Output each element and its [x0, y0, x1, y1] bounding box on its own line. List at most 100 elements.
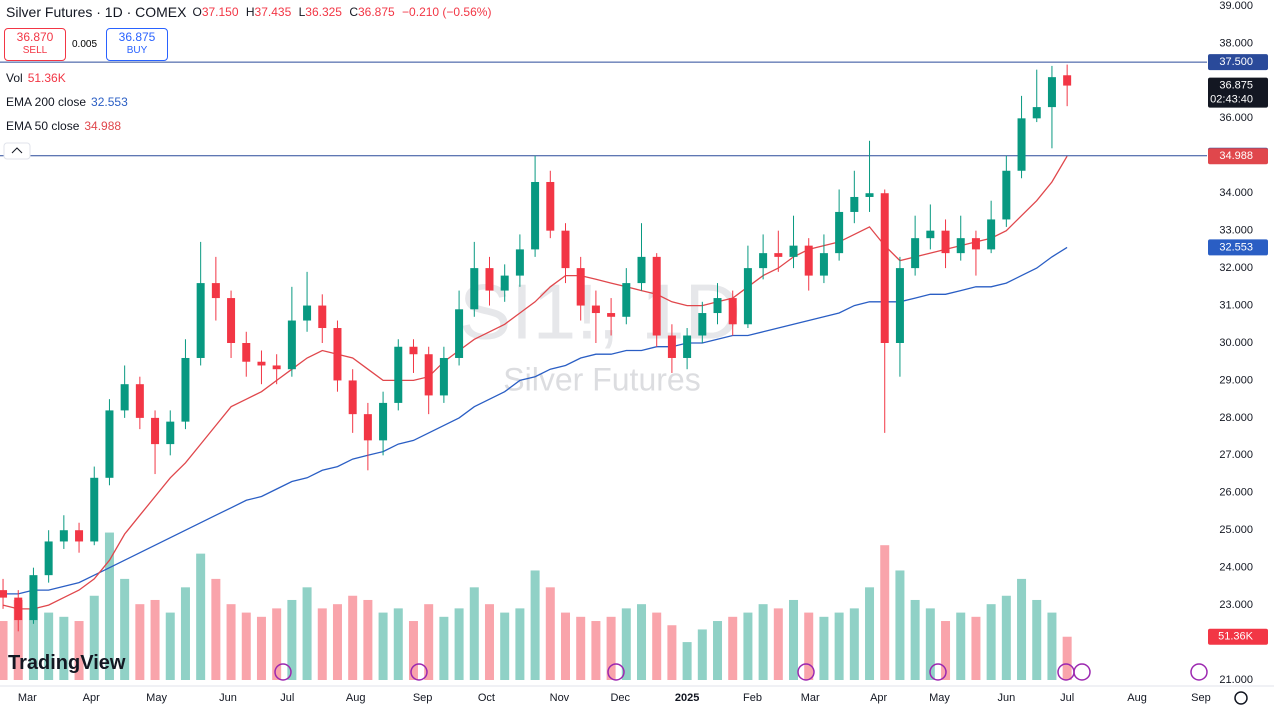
change: −0.210 (−0.56%) [402, 5, 492, 19]
legend-item: EMA 200 close 32.553 [6, 95, 128, 109]
volume-bar [637, 604, 647, 680]
logo: TradingView [8, 652, 126, 674]
volume-pane [0, 532, 1072, 680]
candle-body [29, 575, 38, 621]
volume-bar [120, 578, 130, 680]
event-icon[interactable] [274, 663, 292, 681]
volume-bar [13, 599, 23, 680]
ohlc-value: 36.875 [358, 5, 395, 19]
ema200-label: 32.553 [1219, 241, 1253, 253]
candle-body [591, 305, 600, 314]
ohlc-value: 36.325 [305, 5, 342, 19]
volume-bar [165, 612, 175, 680]
candle-body [880, 193, 889, 343]
volume-bar [1032, 599, 1042, 680]
legend-name: EMA 50 close [6, 119, 80, 133]
candle-body [546, 181, 555, 231]
x-tick-label: Aug [1127, 692, 1147, 704]
sell-button[interactable]: 36.870 SELL [4, 28, 66, 61]
volume-bar [0, 621, 8, 680]
ema-lines [0, 61, 1207, 610]
volume-bar [925, 608, 935, 680]
volume-bar [256, 616, 266, 680]
candle-body [515, 249, 524, 276]
volume-bar [393, 608, 403, 680]
volume-bar [758, 604, 768, 680]
x-tick-label: Apr [870, 692, 887, 704]
volume-bar [986, 604, 996, 680]
volume-bar [226, 604, 236, 680]
x-tick-label: Oct [478, 692, 495, 704]
volume-bar [89, 595, 99, 680]
volume-bar [819, 616, 829, 680]
event-icon[interactable] [410, 663, 428, 681]
candle-body [865, 193, 874, 197]
candle-body [683, 335, 692, 358]
candle-body [287, 320, 296, 370]
candle-body [819, 253, 828, 276]
candle-body [1032, 107, 1041, 119]
volume-bar [28, 608, 38, 680]
event-icons [274, 663, 1208, 681]
volume-bar [545, 587, 555, 680]
candle-body [713, 298, 722, 314]
ohlc-key: H [245, 5, 255, 19]
volume-bar [560, 612, 570, 680]
x-tick-label: May [146, 692, 167, 704]
event-icon[interactable] [797, 663, 815, 681]
ema200-label-box [1208, 239, 1268, 256]
buy-button[interactable]: 36.875 BUY [106, 28, 168, 61]
volume-bar [439, 616, 449, 680]
volume-bar [621, 608, 631, 680]
y-tick-label: 21.000 [1219, 674, 1253, 686]
sell-price: 36.870 [16, 30, 54, 44]
event-icon[interactable] [607, 663, 625, 681]
candles [0, 64, 1072, 632]
candle-body [166, 421, 175, 445]
ema-line [3, 246, 1068, 595]
volume-bar [515, 608, 525, 680]
event-icon[interactable] [929, 663, 947, 681]
candle-body [728, 298, 737, 325]
settings-icon[interactable] [1234, 691, 1248, 705]
candle-body [789, 245, 798, 257]
x-tick-label: Mar [801, 692, 820, 704]
volume-bar [849, 608, 859, 680]
volume-bar [941, 621, 951, 680]
volume-bar [697, 629, 707, 680]
candle-body [470, 268, 479, 310]
y-tick-label: 23.000 [1219, 599, 1253, 611]
symbol-title: Silver Futures · 1D · COMEX [6, 4, 187, 20]
candle-body [14, 597, 23, 621]
ema50-label: 34.988 [1219, 150, 1253, 162]
volume-bar [880, 545, 890, 680]
candle-body [485, 268, 494, 291]
candle-body [242, 343, 251, 362]
candle-body [895, 268, 904, 343]
volume-bar [652, 612, 662, 680]
candle-body [227, 298, 236, 343]
volume-bar [74, 621, 84, 680]
y-tick-label: 24.000 [1219, 562, 1253, 574]
candle-body [409, 346, 418, 355]
volume-bar [332, 604, 342, 680]
volume-bar [865, 587, 875, 680]
volume-bar [287, 599, 297, 680]
legend-value: 34.988 [84, 119, 122, 133]
volume-bar [59, 616, 69, 680]
candle-body [804, 245, 813, 276]
volume-bar [196, 553, 206, 680]
volume-bar [606, 616, 616, 680]
candle-body [211, 283, 220, 299]
candle-body [363, 414, 372, 441]
volume-bar [469, 587, 479, 680]
x-tick-label: Feb [743, 692, 762, 704]
volume-bar [576, 616, 586, 680]
candle-body [44, 541, 53, 576]
event-icon[interactable] [1073, 663, 1091, 681]
collapse-button[interactable] [3, 142, 31, 160]
event-icon[interactable] [1190, 663, 1208, 681]
legend-name: Vol [6, 71, 23, 85]
header: Silver Futures · 1D · COMEX O37.150 H37.… [6, 4, 495, 20]
